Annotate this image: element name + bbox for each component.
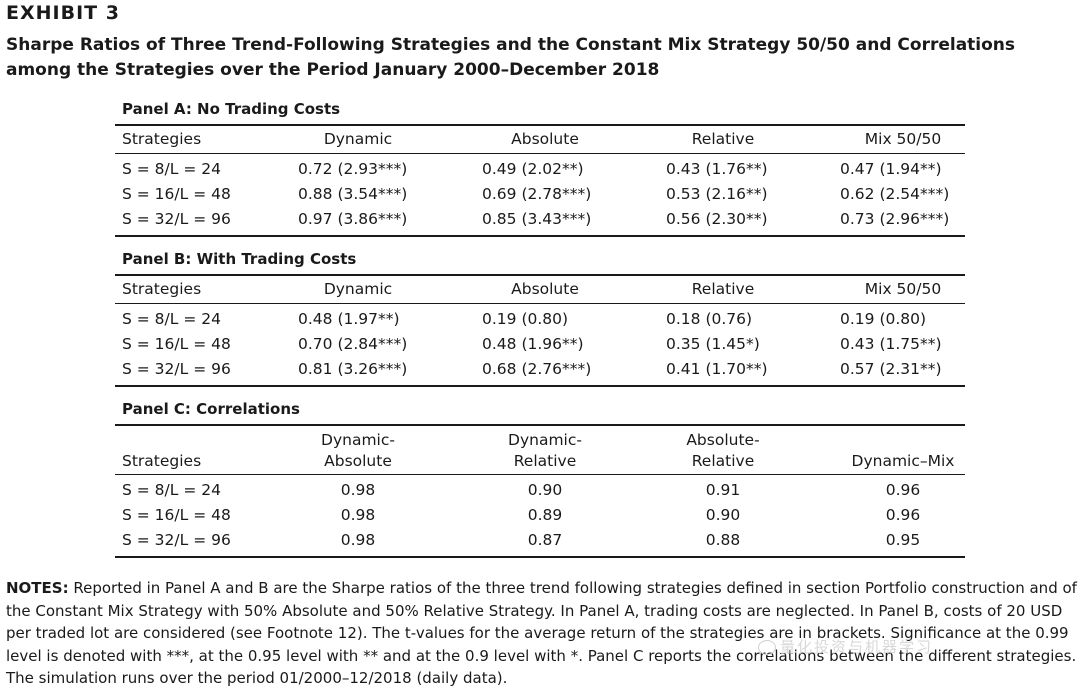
table-cell: 0.73 (2.96***) (840, 210, 950, 228)
table-row: S = 8/L = 24 0.48 (1.97**) 0.19 (0.80) 0… (0, 310, 1080, 335)
header-cell: Absolute (324, 452, 392, 470)
table-cell: S = 8/L = 24 (122, 481, 221, 499)
panel-b-header-rule (115, 303, 965, 304)
panel-b-top-rule (115, 274, 965, 276)
table-cell: 0.96 (885, 506, 921, 524)
table-cell: 0.97 (3.86***) (298, 210, 408, 228)
header-cell: Dynamic (323, 130, 393, 148)
table-cell: S = 16/L = 48 (122, 335, 231, 353)
table-cell: 0.48 (1.97**) (298, 310, 400, 328)
table-cell: 0.69 (2.78***) (482, 185, 592, 203)
panel-c-header-rule (115, 474, 965, 475)
panel-b-title: Panel B: With Trading Costs (122, 250, 357, 268)
panel-a-title: Panel A: No Trading Costs (122, 100, 341, 118)
table-cell: 0.91 (705, 481, 741, 499)
panel-c-top-rule (115, 424, 965, 426)
exhibit-label: EXHIBIT 3 (6, 2, 120, 24)
table-cell: 0.89 (527, 506, 563, 524)
table-cell: 0.57 (2.31**) (840, 360, 942, 378)
table-cell: 0.62 (2.54***) (840, 185, 950, 203)
header-cell: Dynamic- (321, 431, 395, 449)
table-cell: 0.53 (2.16**) (666, 185, 768, 203)
header-cell: Absolute (511, 130, 579, 148)
table-cell: 0.88 (3.54***) (298, 185, 408, 203)
table-cell: 0.18 (0.76) (666, 310, 753, 328)
table-cell: S = 32/L = 96 (122, 360, 231, 378)
table-row: S = 16/L = 48 0.70 (2.84***) 0.48 (1.96*… (0, 335, 1080, 360)
table-cell: 0.43 (1.76**) (666, 160, 768, 178)
header-cell: Strategies (122, 280, 202, 298)
table-cell: S = 32/L = 96 (122, 531, 231, 549)
watermark: 量化投资与机器学习 (758, 636, 933, 657)
panel-b-bottom-rule (115, 385, 965, 387)
table-cell: 0.90 (527, 481, 563, 499)
header-cell: Relative (691, 280, 755, 298)
table-cell: S = 16/L = 48 (122, 185, 231, 203)
exhibit-title: Sharpe Ratios of Three Trend-Following S… (6, 35, 1016, 80)
panel-c-title: Panel C: Correlations (122, 400, 300, 418)
header-cell: Relative (691, 452, 755, 470)
notes: NOTES: Reported in Panel A and B are the… (6, 577, 1078, 690)
panel-a-header-row: Strategies Dynamic Absolute Relative Mix… (0, 130, 1080, 155)
header-cell: Absolute (511, 280, 579, 298)
header-cell: Relative (691, 130, 755, 148)
table-row: S = 8/L = 24 0.98 0.90 0.91 0.96 (0, 481, 1080, 506)
table-cell: 0.43 (1.75**) (840, 335, 942, 353)
panel-c-header-row: Strategies Dynamic- Absolute Dynamic- Re… (0, 430, 1080, 474)
notes-text: Reported in Panel A and B are the Sharpe… (6, 579, 1077, 687)
table-cell: 0.72 (2.93***) (298, 160, 408, 178)
table-cell: 0.19 (0.80) (482, 310, 569, 328)
table-cell: 0.56 (2.30**) (666, 210, 768, 228)
table-cell: 0.81 (3.26***) (298, 360, 408, 378)
watermark-text: 量化投资与机器学习 (780, 638, 934, 656)
table-cell: 0.47 (1.94**) (840, 160, 942, 178)
table-cell: 0.90 (705, 506, 741, 524)
table-cell: 0.19 (0.80) (840, 310, 927, 328)
notes-lead: NOTES: (6, 579, 69, 597)
panel-a-bottom-rule (115, 235, 965, 237)
table-row: S = 16/L = 48 0.98 0.89 0.90 0.96 (0, 506, 1080, 531)
header-cell: Mix 50/50 (864, 130, 942, 148)
table-cell: 0.87 (527, 531, 563, 549)
table-cell: 0.68 (2.76***) (482, 360, 592, 378)
table-cell: 0.70 (2.84***) (298, 335, 408, 353)
header-cell: Dynamic–Mix (851, 452, 955, 470)
panel-b-header-row: Strategies Dynamic Absolute Relative Mix… (0, 280, 1080, 305)
table-cell: 0.96 (885, 481, 921, 499)
table-cell: 0.49 (2.02**) (482, 160, 584, 178)
panel-a-header-rule (115, 153, 965, 154)
table-cell: 0.98 (340, 481, 376, 499)
header-cell: Strategies (122, 452, 202, 470)
table-cell: 0.98 (340, 506, 376, 524)
table-row: S = 32/L = 96 0.81 (3.26***) 0.68 (2.76*… (0, 360, 1080, 385)
table-cell: 0.95 (885, 531, 921, 549)
table-cell: 0.98 (340, 531, 376, 549)
header-cell: Mix 50/50 (864, 280, 942, 298)
table-cell: 0.35 (1.45*) (666, 335, 760, 353)
table-row: S = 32/L = 96 0.98 0.87 0.88 0.95 (0, 531, 1080, 556)
header-cell: Strategies (122, 130, 202, 148)
table-cell: S = 32/L = 96 (122, 210, 231, 228)
table-cell: S = 16/L = 48 (122, 506, 231, 524)
table-row: S = 8/L = 24 0.72 (2.93***) 0.49 (2.02**… (0, 160, 1080, 185)
table-cell: 0.88 (705, 531, 741, 549)
table-cell: 0.48 (1.96**) (482, 335, 584, 353)
panel-c-bottom-rule (115, 556, 965, 558)
header-cell: Dynamic- (508, 431, 582, 449)
wechat-icon (758, 640, 776, 655)
table-cell: 0.85 (3.43***) (482, 210, 592, 228)
table-cell: S = 8/L = 24 (122, 310, 221, 328)
header-cell: Relative (513, 452, 577, 470)
table-cell: 0.41 (1.70**) (666, 360, 768, 378)
panel-a-top-rule (115, 124, 965, 126)
table-row: S = 16/L = 48 0.88 (3.54***) 0.69 (2.78*… (0, 185, 1080, 210)
table-cell: S = 8/L = 24 (122, 160, 221, 178)
header-cell: Dynamic (323, 280, 393, 298)
table-row: S = 32/L = 96 0.97 (3.86***) 0.85 (3.43*… (0, 210, 1080, 235)
header-cell: Absolute- (686, 431, 760, 449)
